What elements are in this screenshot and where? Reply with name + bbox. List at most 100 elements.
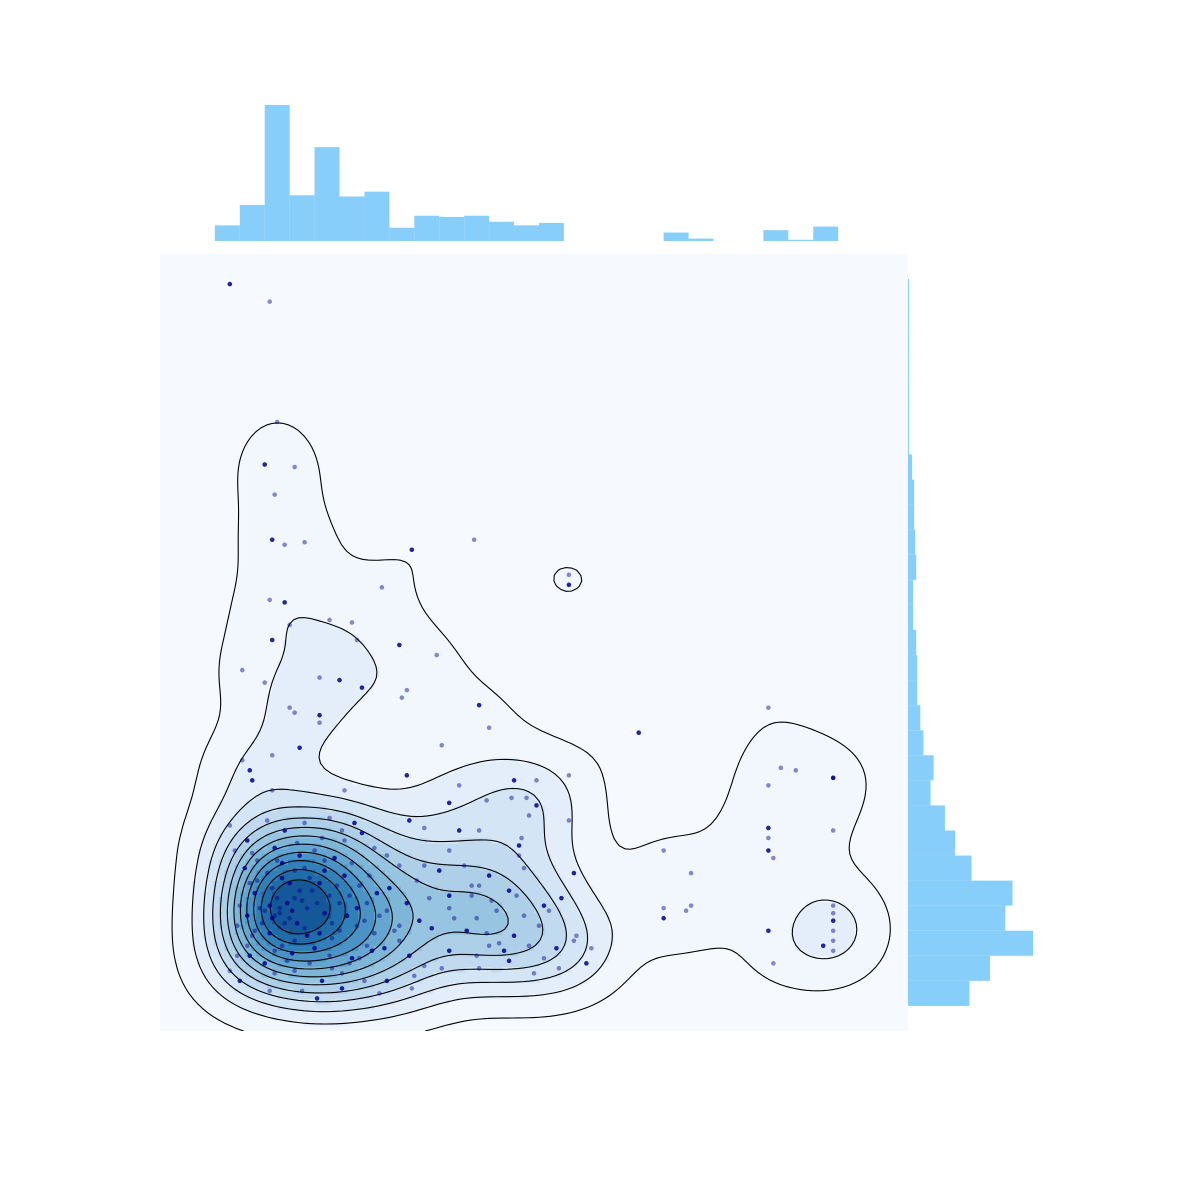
scatter-point (397, 863, 402, 868)
scatter-point (309, 888, 315, 893)
scatter-point (566, 572, 572, 578)
scatter-point (421, 863, 427, 868)
scatter-point (284, 958, 290, 964)
scatter-point (277, 905, 282, 911)
scatter-point (566, 773, 572, 778)
scatter-point (254, 878, 260, 883)
scatter-point (242, 865, 248, 871)
scatter-point (566, 818, 572, 823)
scatter-point (247, 768, 253, 773)
scatter-point (486, 725, 492, 731)
scatter-point (474, 953, 479, 959)
scatter-point (272, 492, 277, 497)
scatter-point (830, 903, 836, 908)
scatter-point (269, 915, 275, 921)
scatter-point (337, 928, 342, 934)
scatter-point (404, 773, 410, 778)
scatter-point (574, 933, 579, 939)
right-hist-bar (908, 755, 934, 781)
scatter-point (344, 913, 350, 918)
right-hist-bar (908, 529, 916, 555)
scatter-point (314, 900, 320, 906)
scatter-point (830, 775, 836, 781)
scatter-point (486, 873, 492, 878)
scatter-point (262, 908, 268, 913)
scatter-point (239, 667, 245, 673)
scatter-point (362, 978, 367, 984)
scatter-point (414, 878, 420, 883)
scatter-point (262, 462, 268, 467)
scatter-point (244, 913, 250, 918)
top-hist-bar (239, 204, 265, 241)
scatter-point (279, 875, 285, 881)
scatter-point (661, 848, 666, 853)
scatter-point (329, 935, 335, 941)
scatter-point (364, 943, 370, 949)
scatter-point (384, 978, 390, 984)
scatter-point (506, 888, 512, 893)
top-hist-bar (389, 227, 415, 241)
scatter-point (526, 943, 532, 949)
scatter-point (352, 820, 357, 826)
scatter-point (287, 705, 292, 710)
scatter-point (469, 883, 474, 888)
scatter-point (766, 835, 771, 841)
kde-contour-line (553, 567, 583, 592)
right-hist-bar (908, 454, 913, 480)
scatter-point (771, 961, 776, 966)
scatter-point (474, 915, 479, 921)
scatter-point (292, 868, 297, 873)
scatter-point (287, 915, 292, 921)
scatter-point (279, 943, 285, 949)
scatter-point (247, 953, 253, 959)
scatter-point (269, 637, 275, 643)
kde-contour-line (791, 899, 858, 960)
scatter-point (347, 961, 352, 966)
scatter-point (297, 853, 302, 858)
scatter-point (456, 828, 462, 833)
right-hist-bar (908, 830, 956, 856)
right-hist-bar (908, 629, 917, 656)
scatter-point (661, 915, 666, 921)
scatter-point (247, 880, 253, 886)
scatter-point (349, 956, 355, 961)
scatter-point (404, 687, 410, 693)
scatter-point (299, 898, 305, 903)
scatter-point (252, 928, 258, 934)
scatter-point (531, 971, 537, 976)
kde-contour-line (234, 1027, 244, 1031)
scatter-point (299, 988, 305, 994)
scatter-point (484, 930, 489, 936)
scatter-point (249, 778, 255, 783)
right-hist-bar (908, 930, 1033, 956)
scatter-point (524, 795, 529, 801)
scatter-point (269, 885, 275, 891)
scatter-point (347, 893, 352, 898)
scatter-point (277, 910, 282, 916)
scatter-point (284, 900, 290, 906)
kde-contour-line (239, 843, 393, 970)
scatter-point (357, 883, 362, 888)
scatter-point (589, 945, 594, 951)
scatter-point (267, 299, 273, 304)
scatter-point (289, 908, 295, 913)
scatter-point (349, 860, 355, 866)
scatter-point (292, 968, 297, 974)
right-hist-bar (908, 429, 910, 455)
scatter-point (830, 938, 836, 944)
scatter-point (267, 903, 273, 908)
scatter-point (372, 845, 377, 851)
scatter-point (766, 928, 771, 934)
scatter-point (397, 642, 402, 648)
scatter-point (506, 958, 512, 964)
scatter-point (279, 860, 285, 866)
scatter-point (327, 617, 332, 623)
scatter-point (244, 943, 250, 949)
scatter-point (426, 895, 432, 901)
scatter-point (274, 419, 280, 425)
scatter-point (322, 858, 327, 863)
scatter-point (302, 820, 307, 826)
scatter-point (267, 930, 273, 936)
scatter-point (494, 908, 499, 913)
